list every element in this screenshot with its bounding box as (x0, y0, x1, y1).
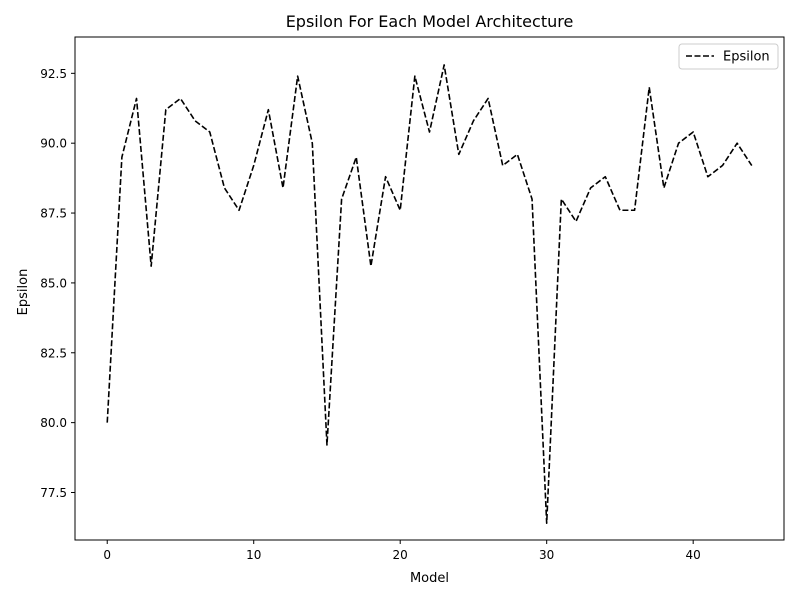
plot-area: 0 10 20 30 40 77.5 80.0 82.5 85.0 87.5 90.0 92.5 (40, 36, 785, 562)
y-tick-label: 77.5 (40, 486, 67, 500)
legend: Epsilon (678, 43, 779, 70)
y-tick-label: 87.5 (40, 207, 67, 221)
legend-box (678, 43, 779, 70)
legend-label-epsilon: Epsilon (723, 50, 770, 65)
y-tick-label: 92.5 (40, 67, 67, 81)
y-tick-label: 85.0 (40, 276, 67, 290)
axes-frame (74, 36, 785, 541)
x-tick-label: 40 (686, 548, 701, 562)
x-axis-label: Model (410, 571, 449, 586)
x-tick-label: 20 (393, 548, 408, 562)
y-tick-label: 90.0 (40, 137, 67, 151)
y-tick-label: 82.5 (40, 346, 67, 360)
y-axis-label: Epsilon (16, 269, 31, 316)
x-tick-label: 30 (539, 548, 554, 562)
y-tick-label: 80.0 (40, 416, 67, 430)
series-line-epsilon (106, 64, 753, 525)
chart-title: Epsilon For Each Model Architecture (286, 12, 574, 31)
x-tick-label: 0 (103, 548, 111, 562)
x-tick-label: 10 (246, 548, 261, 562)
